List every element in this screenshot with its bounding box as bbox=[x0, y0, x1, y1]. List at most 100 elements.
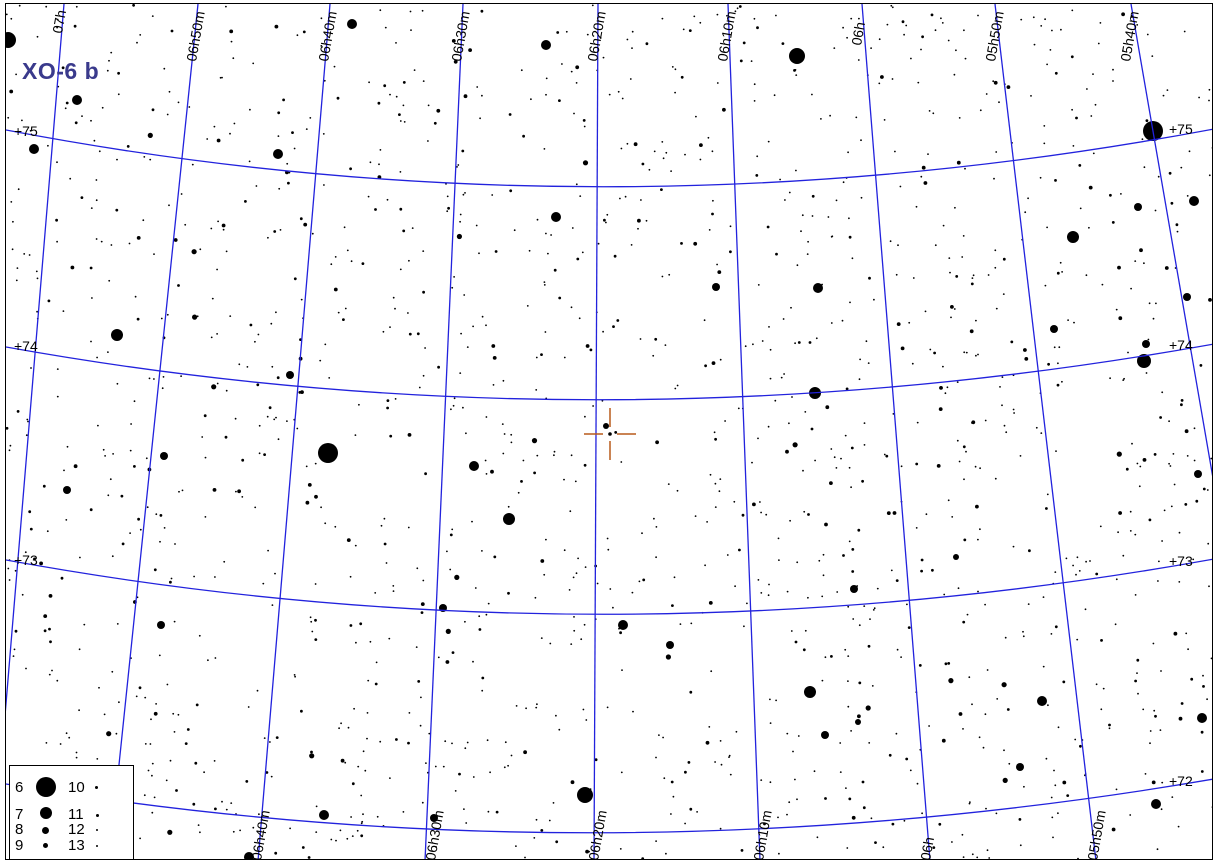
star bbox=[917, 81, 920, 84]
star bbox=[856, 585, 859, 587]
star bbox=[8, 579, 11, 581]
star bbox=[971, 853, 974, 856]
star bbox=[619, 631, 622, 635]
star bbox=[265, 771, 269, 774]
star bbox=[1088, 185, 1093, 190]
star bbox=[254, 340, 256, 343]
star bbox=[570, 643, 573, 645]
star bbox=[1047, 704, 1049, 707]
star bbox=[378, 163, 380, 166]
star bbox=[1086, 88, 1088, 90]
star bbox=[572, 576, 575, 579]
star bbox=[950, 316, 952, 319]
star bbox=[273, 230, 277, 233]
star bbox=[1161, 781, 1164, 784]
star bbox=[354, 544, 357, 547]
star bbox=[694, 515, 697, 517]
star bbox=[993, 80, 998, 85]
star bbox=[211, 297, 214, 300]
star bbox=[198, 634, 201, 637]
star bbox=[434, 765, 437, 768]
bright-star bbox=[1142, 340, 1150, 348]
star bbox=[1202, 674, 1204, 677]
star bbox=[1149, 742, 1151, 745]
star bbox=[820, 118, 822, 120]
star bbox=[994, 266, 997, 269]
ra-label-bottom-4: 06h10m bbox=[750, 809, 775, 860]
star bbox=[1164, 266, 1169, 270]
star bbox=[533, 837, 536, 839]
star bbox=[309, 616, 312, 619]
star bbox=[478, 628, 482, 631]
legend-mag-11: 11 bbox=[68, 806, 84, 823]
star bbox=[1146, 33, 1149, 36]
star bbox=[671, 604, 674, 607]
star bbox=[648, 168, 651, 171]
star bbox=[1071, 108, 1073, 111]
star bbox=[987, 274, 990, 276]
star bbox=[876, 587, 879, 590]
star bbox=[462, 193, 465, 196]
ra-label-top-6: 06h10m bbox=[714, 10, 739, 63]
star bbox=[166, 683, 169, 686]
star bbox=[846, 36, 848, 39]
star bbox=[808, 341, 812, 344]
bright-star bbox=[319, 810, 329, 820]
star bbox=[386, 399, 390, 402]
star bbox=[353, 707, 355, 710]
star bbox=[1056, 383, 1060, 387]
star bbox=[802, 648, 806, 652]
star bbox=[738, 548, 741, 552]
star bbox=[112, 453, 114, 455]
star bbox=[275, 416, 277, 419]
star bbox=[277, 438, 280, 441]
star bbox=[1154, 714, 1157, 718]
star bbox=[402, 229, 406, 233]
star bbox=[1211, 147, 1212, 149]
star bbox=[459, 220, 461, 223]
star bbox=[1193, 427, 1196, 430]
star bbox=[349, 575, 352, 578]
star bbox=[342, 318, 345, 321]
star bbox=[324, 522, 327, 525]
star bbox=[712, 199, 714, 202]
star bbox=[485, 324, 487, 327]
star bbox=[714, 761, 716, 763]
bright-star bbox=[1151, 799, 1161, 809]
star bbox=[1040, 698, 1043, 702]
star bbox=[536, 703, 538, 706]
star bbox=[139, 528, 142, 531]
star bbox=[1145, 119, 1149, 122]
star bbox=[861, 780, 865, 784]
star bbox=[1122, 379, 1125, 381]
star bbox=[465, 432, 467, 435]
star bbox=[1115, 578, 1118, 581]
star bbox=[55, 218, 58, 222]
star bbox=[377, 175, 382, 180]
star bbox=[48, 627, 51, 631]
star bbox=[992, 80, 995, 83]
ra-label-bottom-6: 05h50m bbox=[1084, 809, 1109, 860]
star bbox=[492, 356, 497, 360]
star bbox=[1049, 49, 1052, 51]
star bbox=[83, 623, 86, 626]
star bbox=[660, 188, 663, 192]
star bbox=[815, 337, 818, 340]
star bbox=[225, 250, 228, 253]
bright-star bbox=[666, 641, 674, 649]
star bbox=[536, 454, 539, 457]
star bbox=[64, 107, 67, 110]
star bbox=[750, 60, 753, 62]
star bbox=[1010, 340, 1014, 344]
star bbox=[585, 849, 589, 854]
star bbox=[357, 765, 360, 768]
star bbox=[173, 731, 176, 733]
star bbox=[661, 17, 664, 20]
star bbox=[121, 542, 125, 546]
star bbox=[144, 743, 147, 745]
star bbox=[1024, 211, 1027, 214]
star bbox=[445, 628, 451, 635]
star bbox=[985, 93, 988, 95]
star bbox=[149, 158, 152, 161]
star bbox=[143, 156, 146, 158]
